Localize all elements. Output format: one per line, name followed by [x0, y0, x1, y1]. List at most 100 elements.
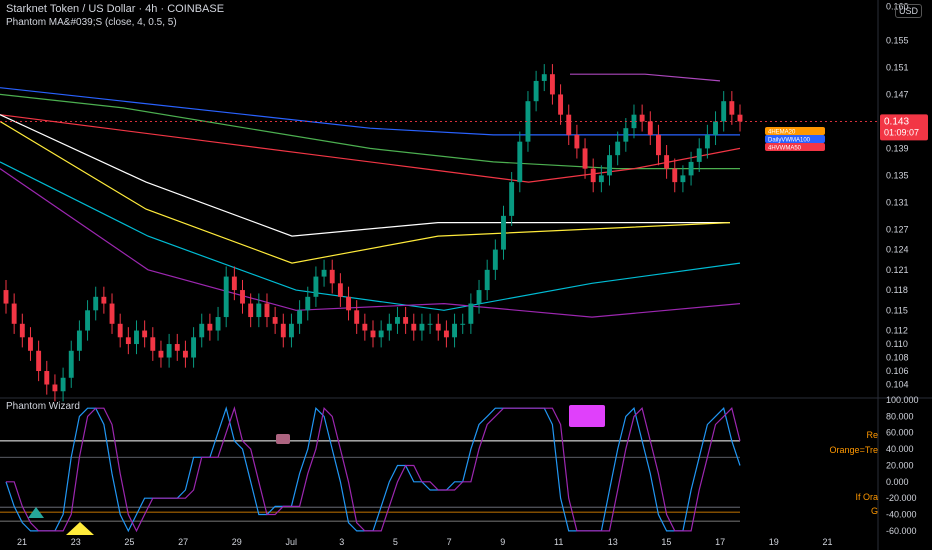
price-countdown: 01:09:07	[884, 127, 919, 137]
candle-body	[647, 121, 653, 135]
candle-body	[680, 175, 686, 183]
x-tick-label: 5	[393, 537, 398, 547]
y-tick-label: 0.104	[886, 380, 909, 390]
candle-body	[655, 134, 661, 156]
y-tick-label: 0.108	[886, 353, 909, 363]
candle-body	[468, 303, 474, 324]
x-tick-label: 7	[447, 537, 452, 547]
candle-body	[664, 155, 670, 169]
candle-body	[207, 323, 213, 331]
candle-body	[288, 323, 294, 338]
currency-button[interactable]: USD	[894, 4, 922, 18]
candle-body	[231, 276, 237, 291]
candle-body	[460, 323, 466, 325]
y-tick-label: 0.131	[886, 197, 909, 207]
candle-body	[101, 296, 107, 304]
candle-body	[517, 141, 523, 183]
ma-line	[0, 168, 741, 318]
osc-right-label: Orange=Tre	[830, 445, 878, 455]
candle-body	[199, 323, 205, 338]
candle-body	[272, 317, 278, 324]
candle-body	[142, 330, 148, 338]
candle-body	[52, 384, 58, 392]
candle-body	[549, 74, 555, 95]
candle-body	[158, 350, 164, 358]
oscillator-line	[5, 406, 741, 533]
signal-marker	[28, 507, 44, 518]
candle-body	[36, 350, 42, 372]
candle-body	[19, 323, 25, 338]
ma-line	[0, 93, 740, 170]
x-tick-label: 21	[823, 537, 833, 547]
candle-body	[501, 215, 506, 250]
y-tick-label: 0.115	[886, 305, 908, 315]
osc-tick-label: -40.000	[886, 510, 917, 520]
signal-marker	[276, 434, 290, 444]
candle-body	[533, 80, 539, 102]
candle-body	[134, 330, 139, 345]
osc-tick-label: -60.000	[886, 526, 917, 536]
candle-body	[484, 269, 490, 291]
candle-body	[85, 310, 91, 331]
candle-body	[117, 323, 123, 338]
ma-tag	[765, 143, 825, 151]
ma-line	[0, 120, 731, 264]
indicator-legend[interactable]: Phantom MA&#039;S (close, 4, 0.5, 5)	[6, 17, 177, 28]
candle-body	[329, 269, 335, 284]
y-tick-label: 0.106	[886, 366, 909, 376]
candle-body	[558, 94, 564, 115]
candle-body	[525, 101, 531, 142]
chart-title: Starknet Token / US Dollar · 4h · COINBA…	[6, 3, 225, 15]
y-tick-label: 0.118	[886, 285, 908, 295]
osc-tick-label: 20.000	[886, 460, 914, 470]
candle-body	[44, 371, 50, 385]
ma-line	[0, 87, 740, 136]
candle-body	[419, 323, 425, 331]
candle-body	[256, 303, 262, 318]
signal-marker	[569, 405, 605, 427]
candle-body	[248, 303, 254, 318]
candle-body	[721, 101, 727, 122]
ma-tag	[765, 135, 825, 143]
last-price-tag	[880, 114, 928, 141]
candle-body	[631, 114, 637, 129]
ma-tag-label: DailyVWMA100	[768, 138, 811, 144]
y-tick-label: 0.127	[886, 224, 909, 234]
candle-body	[541, 74, 547, 81]
candle-body	[566, 114, 572, 135]
ma-tag	[765, 127, 825, 135]
candle-body	[60, 377, 66, 392]
candle-body	[174, 344, 180, 351]
candle-body	[582, 148, 588, 169]
candle-body	[403, 317, 409, 324]
candle-body	[166, 344, 172, 358]
ma-line	[0, 114, 741, 183]
candle-body	[623, 128, 629, 142]
osc-right-label: If Ora	[855, 492, 878, 502]
candle-body	[395, 317, 400, 324]
ma-line	[0, 114, 730, 237]
candle-body	[354, 310, 360, 324]
candle-body	[109, 303, 115, 324]
candle-body	[215, 317, 221, 331]
candle-body	[362, 323, 368, 331]
y-tick-label: 0.121	[886, 265, 909, 275]
x-tick-label: 9	[500, 537, 505, 547]
y-tick-label: 0.112	[886, 326, 908, 336]
candle-body	[346, 296, 351, 311]
candle-body	[713, 121, 718, 135]
candle-body	[435, 323, 441, 331]
signal-marker	[66, 522, 94, 535]
osc-tick-label: 60.000	[886, 428, 914, 438]
y-tick-label: 0.124	[886, 245, 909, 255]
osc-right-label: Re	[866, 430, 878, 440]
y-tick-label: 0.147	[886, 89, 909, 99]
candle-body	[574, 134, 580, 149]
x-tick-label: 21	[17, 537, 27, 547]
x-tick-label: 15	[661, 537, 671, 547]
candle-body	[492, 249, 498, 270]
candle-body	[11, 303, 17, 324]
x-tick-label: 23	[71, 537, 81, 547]
candle-body	[191, 337, 197, 358]
